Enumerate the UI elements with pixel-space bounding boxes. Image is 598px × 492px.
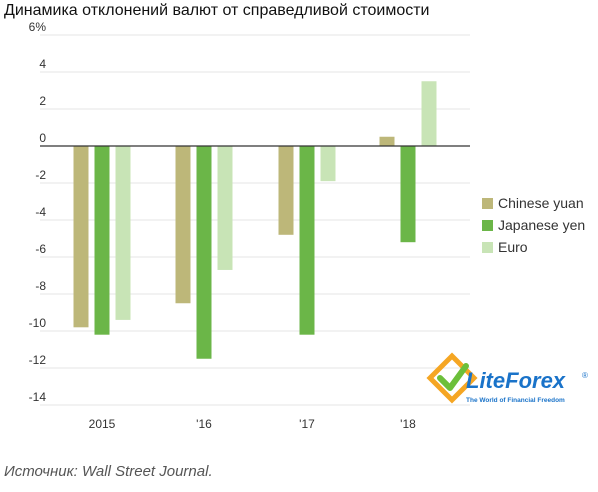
- y-tick-label: 4: [39, 57, 46, 71]
- legend-swatch: [482, 220, 493, 231]
- bar-japanese-yen: [400, 146, 416, 243]
- bar-chinese-yuan: [379, 136, 395, 146]
- x-axis-ticks: 2015 '16 '17 '18: [89, 417, 416, 431]
- bar-euro: [217, 146, 233, 270]
- y-tick-label: 2: [39, 94, 46, 108]
- liteforex-logo: LiteForex ® The World of Financial Freed…: [426, 352, 588, 404]
- bar-japanese-yen: [299, 146, 315, 335]
- logo-text-forex: Forex: [505, 368, 566, 393]
- svg-text:LiteForex: LiteForex: [466, 368, 566, 393]
- y-tick-label: 6%: [29, 20, 47, 34]
- y-tick-label: 0: [39, 131, 46, 145]
- y-tick-label: -8: [35, 279, 46, 293]
- source-note: Источник: Wall Street Journal.: [4, 463, 213, 480]
- bars: [73, 81, 437, 359]
- bar-japanese-yen: [94, 146, 110, 335]
- logo-tagline: The World of Financial Freedom: [466, 397, 565, 404]
- legend-label: Euro: [498, 239, 528, 255]
- bar-euro: [421, 81, 437, 146]
- bar-chinese-yuan: [278, 146, 294, 235]
- legend-label: Japanese yen: [498, 217, 585, 233]
- x-tick-label: '16: [196, 417, 212, 431]
- bar-euro: [320, 146, 336, 182]
- logo-registered-mark: ®: [582, 371, 588, 380]
- liteforex-emblem-icon: [426, 352, 478, 404]
- logo-text-lite: Lite: [466, 368, 505, 393]
- x-tick-label: '17: [299, 417, 315, 431]
- y-tick-label: -10: [29, 316, 47, 330]
- y-tick-label: -2: [35, 168, 46, 182]
- y-tick-label: -14: [29, 390, 47, 404]
- y-axis-ticks: 6% 4 2 0 -2 -4 -6 -8 -10 -12 -14: [29, 20, 47, 404]
- grid-lines: [40, 34, 470, 406]
- x-tick-label: '18: [400, 417, 416, 431]
- bar-chinese-yuan: [175, 146, 191, 304]
- legend-label: Chinese yuan: [498, 195, 584, 211]
- y-tick-label: -4: [35, 205, 46, 219]
- legend-swatch: [482, 242, 493, 253]
- bar-chart: 6% 4 2 0 -2 -4 -6 -8 -10 -12 -14 2015 '16 '17 '18 Chi…: [29, 20, 586, 431]
- bar-chinese-yuan: [73, 146, 89, 328]
- bar-euro: [115, 146, 131, 320]
- chart-title: Динамика отклонений валют от справедливо…: [4, 2, 430, 19]
- bar-japanese-yen: [196, 146, 212, 359]
- y-tick-label: -6: [35, 242, 46, 256]
- legend: Chinese yuan Japanese yen Euro: [482, 195, 585, 255]
- y-tick-label: -12: [29, 353, 47, 367]
- x-tick-label: 2015: [89, 417, 116, 431]
- legend-swatch: [482, 198, 493, 209]
